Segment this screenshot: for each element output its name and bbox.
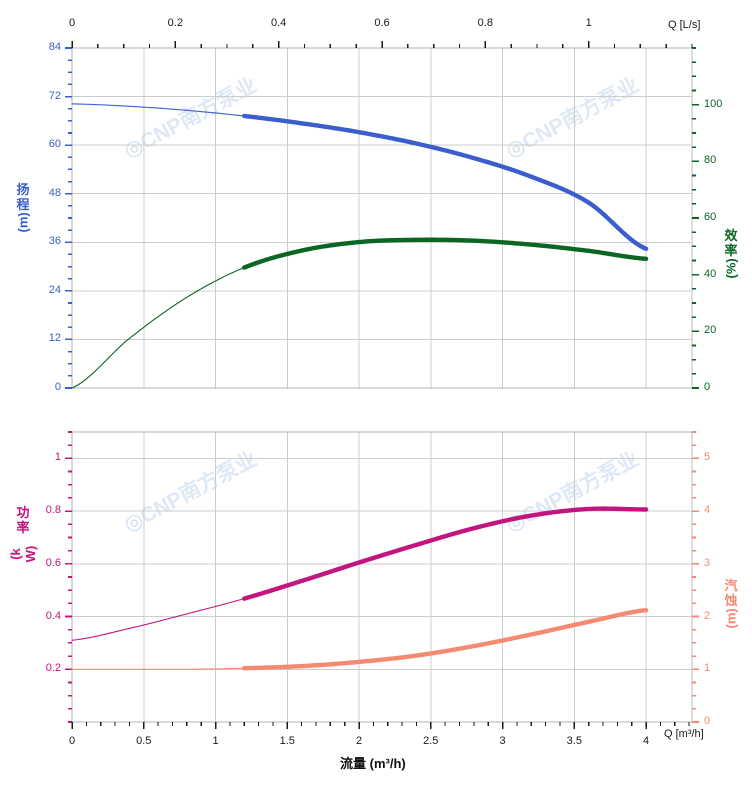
tick-label: 12	[48, 332, 61, 345]
watermark: ◎CNP南方泵业	[120, 73, 261, 163]
tick-label: 2.5	[423, 735, 439, 747]
watermark-text: CNP南方泵业	[136, 73, 261, 155]
tick-label: 1	[54, 451, 61, 464]
tick-label: 2	[704, 609, 711, 622]
tick-label: 1	[212, 735, 219, 747]
tick-label: 0.5	[136, 735, 152, 747]
tick-label: 0	[704, 381, 711, 393]
tick-label: 5	[704, 451, 711, 464]
watermark: ◎CNP南方泵业	[502, 73, 643, 163]
tick-label: 0.6	[45, 556, 61, 569]
tick-label: 0	[704, 715, 711, 727]
watermark: ◎CNP南方泵业	[502, 447, 643, 537]
tick-label: 0.4	[45, 609, 61, 622]
tick-label: 0.2	[167, 17, 183, 29]
curve-efficiency	[242, 237, 649, 270]
tick-label: 84	[48, 41, 61, 53]
tick-label: 100	[704, 97, 723, 110]
tick-label: 24	[48, 283, 61, 296]
tick-label: 48	[48, 186, 61, 199]
tick-label: 0.4	[271, 17, 287, 29]
curve-power	[242, 506, 649, 601]
axis-unit-power: (kW)	[8, 545, 38, 563]
tick-label: 3.5	[566, 735, 582, 747]
axis-name-efficiency: 效率 (%)	[723, 228, 739, 279]
axis-title-q-ls: Q [L/s]	[668, 19, 701, 31]
axis-name-power: 功率 (kW)	[8, 505, 38, 563]
tick-label: 4	[643, 735, 650, 747]
watermark-text: CNP南方泵业	[518, 447, 643, 529]
tick-label: 0.6	[374, 17, 390, 29]
x-axis-label: 流量 (m³/h)	[340, 756, 406, 771]
curve-power-partload	[71, 598, 245, 641]
tick-label: 0	[54, 381, 61, 393]
curve-head	[242, 113, 649, 251]
tick-label: 0.8	[477, 17, 493, 29]
tick-label: 4	[704, 504, 711, 517]
watermark-text: CNP南方泵业	[136, 447, 261, 529]
tick-label: 0	[68, 735, 76, 747]
axis-name-npsh: 汽蚀 (m)	[723, 578, 739, 629]
tick-label: 3	[704, 556, 711, 569]
axis-unit-npsh: (m)	[723, 608, 739, 629]
axis-unit-head: (m)	[15, 212, 31, 233]
curve-efficiency-partload	[71, 267, 245, 389]
tick-label: 60	[48, 138, 61, 151]
tick-label: 60	[704, 211, 717, 223]
tick-label: 40	[704, 267, 717, 280]
tick-label: 1	[585, 17, 592, 29]
tick-label: 0.8	[45, 504, 61, 517]
tick-label: 2	[355, 735, 363, 747]
tick-label: 80	[704, 154, 717, 167]
tick-label: 0.2	[45, 662, 61, 675]
watermark: ◎CNP南方泵业	[120, 447, 261, 537]
curve-npsh-partload	[71, 667, 245, 670]
tick-label: 20	[704, 324, 717, 337]
tick-label: 3	[499, 735, 506, 747]
axis-title-q-m3h: Q [m³/h]	[664, 728, 704, 740]
curve-npsh	[242, 608, 649, 671]
tick-label: 36	[48, 235, 61, 248]
tick-label: 1	[704, 662, 711, 675]
axis-name-head: 扬程 (m)	[15, 182, 31, 233]
tick-label: 72	[48, 89, 61, 102]
tick-label: 1.5	[279, 735, 295, 747]
tick-label: 0	[68, 17, 76, 29]
watermark-text: CNP南方泵业	[518, 73, 643, 155]
axis-unit-efficiency: (%)	[723, 258, 739, 279]
